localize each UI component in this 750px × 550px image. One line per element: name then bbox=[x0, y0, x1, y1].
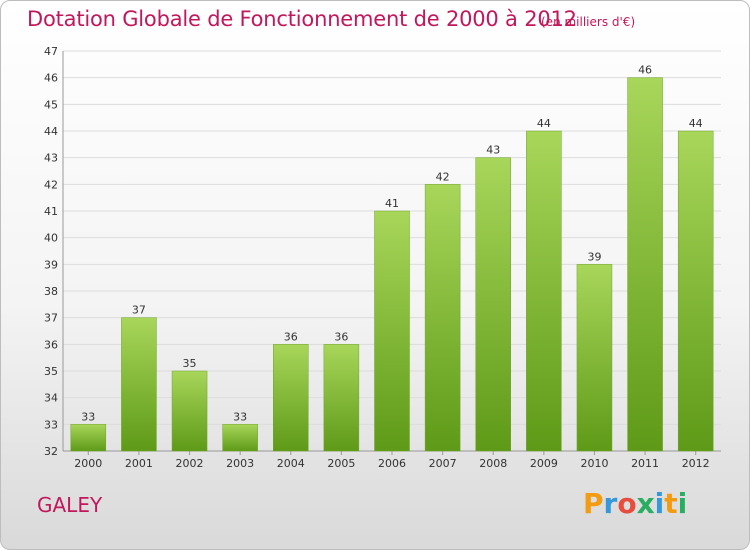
y-tick-label: 33 bbox=[44, 418, 58, 431]
bar-2009 bbox=[526, 130, 562, 452]
y-tick-label: 45 bbox=[44, 98, 58, 111]
y-tick-label: 32 bbox=[44, 445, 58, 458]
x-tick-label: 2012 bbox=[682, 457, 710, 470]
bar-2000 bbox=[70, 424, 107, 452]
data-label: 37 bbox=[132, 304, 146, 317]
y-tick-label: 36 bbox=[44, 338, 58, 351]
bar-2005 bbox=[323, 344, 360, 452]
chart-subtitle: (en milliers d'€) bbox=[541, 15, 636, 29]
logo-letter: o bbox=[617, 487, 637, 520]
logo-letter: P bbox=[583, 487, 604, 520]
bars bbox=[70, 77, 714, 452]
x-tick-label: 2002 bbox=[176, 457, 204, 470]
data-label: 35 bbox=[183, 357, 197, 370]
x-tick-label: 2006 bbox=[378, 457, 406, 470]
x-tick-label: 2005 bbox=[327, 457, 355, 470]
y-tick-label: 37 bbox=[44, 312, 58, 325]
bar-2012 bbox=[677, 130, 714, 452]
data-labels: 33 37 35 33 36 36 41 42 43 44 39 46 44 bbox=[81, 64, 702, 424]
axes: 32 33 34 35 36 37 38 39 40 41 42 43 44 45 46 47 2000 2001… bbox=[44, 45, 721, 470]
y-tick-label: 40 bbox=[44, 232, 58, 245]
x-tick-label: 2001 bbox=[125, 457, 153, 470]
y-tick-label: 42 bbox=[44, 178, 58, 191]
bar-2008 bbox=[475, 157, 511, 452]
logo-letter: i bbox=[677, 487, 688, 520]
place-name: GALEY bbox=[37, 493, 103, 517]
logo-letter: x bbox=[636, 487, 655, 520]
bar-2010 bbox=[576, 264, 613, 452]
y-tick-label: 35 bbox=[44, 365, 58, 378]
proxiti-logo: Proxiti bbox=[583, 487, 687, 520]
data-label: 42 bbox=[436, 170, 450, 183]
chart-title: Dotation Globale de Fonctionnement de 20… bbox=[27, 7, 577, 31]
y-tick-label: 41 bbox=[44, 205, 58, 218]
data-label: 43 bbox=[486, 144, 500, 157]
data-label: 36 bbox=[334, 330, 348, 343]
x-tick-label: 2008 bbox=[479, 457, 507, 470]
bar-2001 bbox=[121, 317, 157, 452]
x-tick-label: 2000 bbox=[74, 457, 102, 470]
data-label: 36 bbox=[284, 330, 298, 343]
logo-letter: i bbox=[654, 487, 665, 520]
data-label: 41 bbox=[385, 197, 399, 210]
data-label: 44 bbox=[537, 117, 551, 130]
x-tick-label: 2003 bbox=[226, 457, 254, 470]
y-tick-label: 38 bbox=[44, 285, 58, 298]
y-tick-label: 34 bbox=[44, 392, 58, 405]
data-label: 44 bbox=[689, 117, 703, 130]
bar-2007 bbox=[424, 184, 461, 452]
data-label: 39 bbox=[587, 250, 601, 263]
logo-letter: t bbox=[664, 487, 678, 520]
bar-2002 bbox=[171, 370, 208, 452]
x-tick-label: 2007 bbox=[429, 457, 457, 470]
bar-2011 bbox=[627, 77, 663, 452]
data-label: 46 bbox=[638, 64, 652, 77]
bar-2006 bbox=[374, 210, 410, 452]
x-tick-label: 2011 bbox=[631, 457, 659, 470]
x-tick-label: 2004 bbox=[277, 457, 305, 470]
data-label: 33 bbox=[81, 410, 95, 423]
data-label: 33 bbox=[233, 410, 247, 423]
x-tick-label: 2009 bbox=[530, 457, 558, 470]
y-tick-label: 44 bbox=[44, 125, 58, 138]
y-tick-label: 47 bbox=[44, 45, 58, 58]
bar-2003 bbox=[222, 424, 258, 452]
bar-2004 bbox=[273, 344, 309, 452]
y-tick-label: 46 bbox=[44, 72, 58, 85]
logo-letter: r bbox=[603, 487, 618, 520]
y-tick-label: 43 bbox=[44, 152, 58, 165]
x-tick-label: 2010 bbox=[580, 457, 608, 470]
y-tick-label: 39 bbox=[44, 258, 58, 271]
